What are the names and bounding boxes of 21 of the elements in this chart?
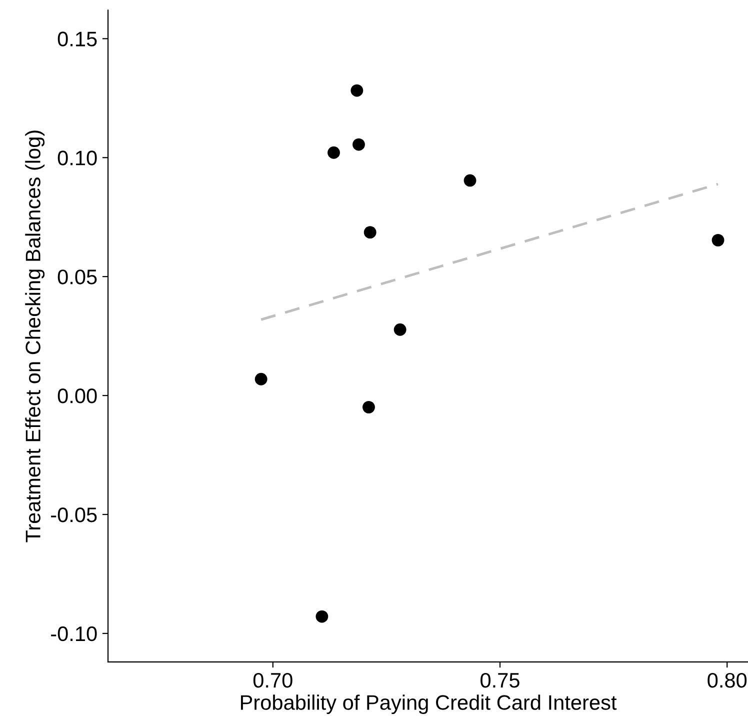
point (712, 234, 724, 246)
point (328, 146, 340, 159)
point (352, 138, 365, 151)
y-tick-label: 0.00 (58, 388, 97, 404)
x-tick-label: 0.80 (708, 672, 747, 688)
point (362, 400, 375, 414)
y-tick-label: 0.05 (58, 270, 97, 284)
point (350, 84, 364, 97)
point (254, 372, 268, 386)
y-tick-label: -0.10 (51, 626, 97, 642)
x-axis-title: Probability of Paying Credit Card Interest (240, 694, 617, 714)
point (464, 174, 476, 187)
y-tick-label: -0.05 (51, 507, 97, 522)
y-axis-title: Treatment Effect on Checking Balances (log) (25, 130, 45, 542)
point (364, 226, 376, 239)
point (316, 610, 328, 623)
x-tick-label: 0.75 (480, 672, 520, 688)
x-tick-label: 0.70 (253, 672, 292, 688)
y-tick-label: 0.10 (58, 150, 97, 166)
point (394, 323, 406, 336)
y-tick-label: 0.15 (58, 32, 97, 46)
